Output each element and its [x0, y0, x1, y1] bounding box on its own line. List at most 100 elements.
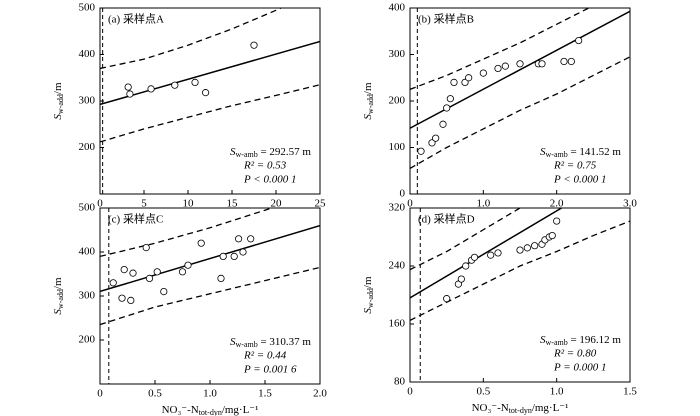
- x-tick-label: 10: [183, 198, 195, 210]
- y-tick-label: 500: [79, 202, 96, 214]
- fit-line: [410, 208, 563, 299]
- annotation-text: = 141.52 m: [568, 146, 622, 158]
- x-tick-label: 2.0: [313, 388, 327, 400]
- point: [461, 78, 469, 87]
- x-tick-label: 0: [97, 388, 103, 400]
- point: [153, 268, 161, 276]
- confidence-band: [410, 208, 522, 271]
- x-tick-label: 1.5: [623, 386, 637, 398]
- point: [432, 134, 440, 142]
- annotation-text: = 310.37 m: [258, 336, 312, 348]
- annotation-r2: R² = 0.53: [243, 160, 287, 172]
- point: [118, 294, 126, 302]
- annotation-sub: w-amb: [236, 340, 258, 349]
- confidence-band: [410, 56, 630, 169]
- panel: 0 0.5 1.0 1.5 80 160 240 320 (d) 采样点D Sw-amb = 19…: [362, 202, 638, 415]
- fit-line: [100, 40, 320, 106]
- y-tick-label: 500: [79, 2, 96, 14]
- point: [494, 249, 502, 257]
- point: [479, 69, 487, 77]
- point: [129, 269, 137, 277]
- y-label-symbol: S: [52, 309, 64, 315]
- x-label-sub: tot-dyn: [199, 408, 222, 416]
- point: [126, 90, 134, 98]
- point: [217, 274, 225, 282]
- point: [516, 60, 524, 68]
- y-label-unit: /m: [362, 276, 374, 288]
- panel: 0 5 10 15 20 25 200 300 400 500 (a) 采样点A Sw-amb = 2…: [52, 2, 326, 210]
- point: [184, 261, 192, 269]
- x-tick-label: 1.5: [258, 388, 272, 400]
- y-tick-label: 200: [389, 95, 406, 107]
- annotation-symbol: S: [230, 336, 236, 348]
- point: [219, 252, 227, 260]
- x-tick-label: 0: [97, 198, 103, 210]
- point: [575, 36, 583, 45]
- x-axis-label: NO₃⁻-Ntot-dyn/mg·L⁻¹: [162, 404, 259, 416]
- x-label-unit: /mg·L⁻¹: [222, 404, 259, 416]
- y-axis-label: Sw-add/m: [52, 277, 65, 315]
- plot-area: [410, 208, 630, 382]
- confidence-band: [100, 266, 320, 326]
- x-tick-label: 1.0: [550, 386, 564, 398]
- point: [567, 57, 575, 66]
- y-axis-label: Sw-add/m: [362, 276, 375, 314]
- y-tick-label: 240: [389, 260, 406, 272]
- point: [250, 41, 258, 49]
- plot-area: [100, 8, 320, 194]
- annotation-text: = 196.12 m: [568, 334, 622, 346]
- y-axis-label: Sw-add/m: [52, 82, 65, 120]
- point: [247, 235, 255, 243]
- y-tick-label: 100: [389, 141, 406, 153]
- y-label-symbol: S: [362, 308, 374, 314]
- x-tick-label: 1.0: [203, 388, 217, 400]
- point: [417, 147, 425, 155]
- point: [109, 279, 117, 287]
- point: [428, 139, 436, 147]
- annotation-text: = 292.57 m: [258, 146, 312, 158]
- x-tick-label: 1.0: [476, 198, 490, 210]
- point: [147, 85, 155, 93]
- plot-area: [100, 208, 320, 384]
- annotation-symbol: S: [230, 146, 236, 158]
- confidence-band: [410, 220, 630, 321]
- point: [142, 244, 150, 252]
- y-tick-label: 320: [389, 202, 406, 214]
- frame: [409, 7, 631, 195]
- y-tick-label: 200: [79, 141, 96, 153]
- x-label-main: NO₃⁻-N: [472, 402, 509, 414]
- point: [516, 246, 524, 254]
- point: [487, 251, 495, 259]
- point: [171, 81, 179, 89]
- point: [523, 244, 531, 252]
- annotation: Sw-amb = 141.52 m: [540, 146, 621, 159]
- x-tick-label: 15: [227, 198, 239, 210]
- frame: [99, 207, 321, 385]
- point: [124, 83, 132, 91]
- panel-title: (a) 采样点A: [108, 12, 164, 26]
- y-tick-label: 400: [79, 246, 96, 258]
- annotation-p: P < 0.000 1: [243, 174, 296, 186]
- annotation-sub: w-amb: [546, 338, 568, 347]
- confidence-band: [100, 8, 283, 70]
- panel: 0 0.5 1.0 1.5 2.0 200 300 400 500 (c) 采样点C Sw-amb …: [52, 202, 328, 416]
- annotation-r2: R² = 0.44: [243, 350, 287, 362]
- point: [202, 89, 210, 97]
- panel: 0 1.0 2.0 3.0 0 100 200 300 400 (b) 采样点B Sw-amb = …: [362, 2, 638, 210]
- point: [197, 239, 205, 247]
- point: [553, 217, 561, 225]
- point: [230, 252, 238, 260]
- frame: [99, 7, 321, 195]
- annotation: Sw-amb = 196.12 m: [540, 334, 621, 347]
- point: [235, 235, 243, 243]
- annotation-sub: w-amb: [546, 150, 568, 159]
- y-tick-label: 400: [79, 48, 96, 60]
- point: [191, 78, 199, 87]
- point: [178, 268, 187, 276]
- point: [501, 62, 509, 70]
- y-tick-label: 200: [79, 334, 96, 346]
- x-label-unit: /mg·L⁻¹: [532, 402, 569, 414]
- x-tick-label: 3.0: [623, 198, 637, 210]
- y-tick-label: 300: [79, 290, 96, 302]
- annotation-p: P = 0.000 1: [553, 362, 606, 374]
